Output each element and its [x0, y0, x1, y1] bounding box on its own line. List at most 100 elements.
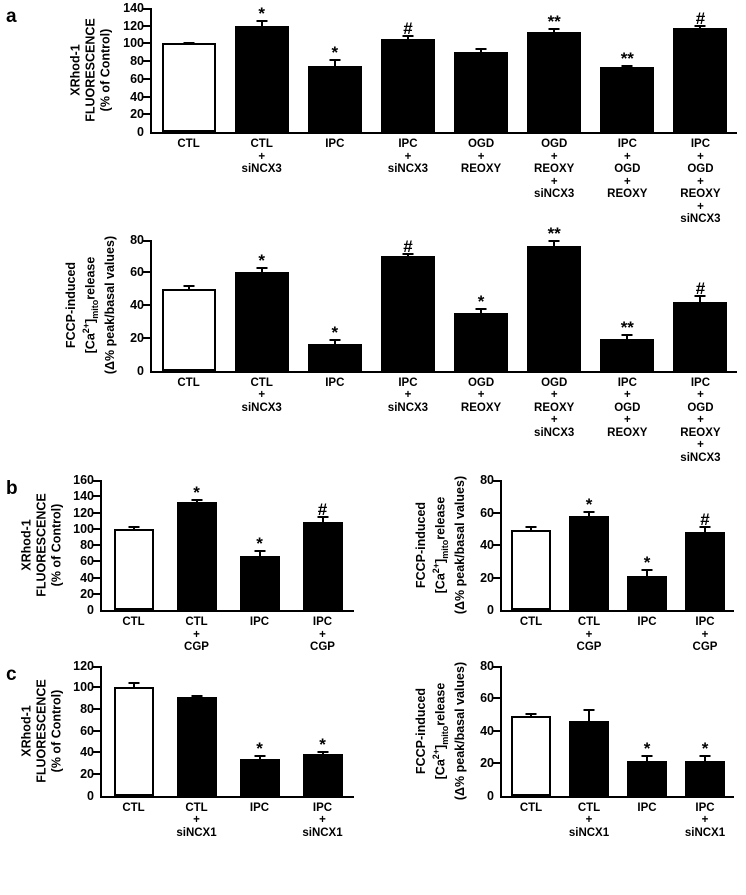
- y-tick-label: 160: [73, 473, 94, 487]
- significance-marker: #: [700, 509, 710, 529]
- error-bar: [315, 515, 331, 523]
- y-tick-label: 120: [73, 658, 94, 673]
- y-tick-mark: [93, 772, 100, 775]
- y-tick-label: 140: [123, 1, 144, 15]
- y-tick-mark: [143, 42, 150, 45]
- x-category-label: IPC + siNCX1: [684, 801, 726, 839]
- x-category-label: CTL + siNCX1: [568, 801, 610, 839]
- y-tick-label: 20: [80, 586, 94, 601]
- bar: [176, 696, 217, 796]
- panel-a: a XRhod-1 FLUORESCENCE (% of Control) 0 20 40…: [0, 1, 746, 465]
- x-category-label: IPC + siNCX3: [387, 376, 429, 414]
- panel-c: c XRhod-1 FLUORESCENCE (% of Control) 0 20 40…: [0, 659, 746, 840]
- bars: * * # * ** ** #: [152, 225, 737, 371]
- chart-fccp-ca-release-c: FCCP-induced [Ca2+]mitorelease (Δ% peak/ba…: [414, 659, 734, 840]
- x-axis-labels: CTL CTL + siNCX1 IPC IPC + siNCX1: [502, 798, 734, 840]
- y-tick-label: 100: [123, 36, 144, 51]
- bar-group: #: [291, 480, 354, 610]
- significance-marker: #: [695, 279, 706, 299]
- y-tick-label: 60: [80, 723, 94, 738]
- y-tick-mark: [143, 95, 150, 98]
- bar: [234, 25, 289, 132]
- bar-group: *: [225, 4, 298, 132]
- y-axis-label: XRhod-1 FLUORESCENCE (% of Control): [68, 18, 113, 122]
- error-bar: [315, 751, 331, 755]
- error-bar: [697, 525, 713, 532]
- bar-group: *: [445, 240, 518, 371]
- bar: [239, 758, 280, 796]
- significance-marker: #: [317, 499, 328, 519]
- y-tick-label: 0: [87, 788, 94, 803]
- bar: [113, 687, 154, 796]
- bar-group: [445, 8, 518, 132]
- y-tick-label: 80: [80, 701, 94, 716]
- y-tick-mark: [493, 697, 500, 699]
- x-axis-labels: CTL CTL + siNCX3 IPC IPC + siNCX3 OGD + REOXY OGD + R…: [152, 373, 737, 465]
- bar-group: #: [664, 240, 737, 371]
- x-category-label: IPC: [325, 376, 345, 389]
- panel-b-charts-row: XRhod-1 FLUORESCENCE (% of Control) 0 20 40 60…: [0, 473, 746, 654]
- bar-group: *: [228, 666, 291, 796]
- panel-b-label: b: [6, 478, 18, 499]
- bar: [569, 720, 609, 796]
- x-category-label: CTL: [177, 376, 200, 389]
- bar: [454, 52, 509, 132]
- panel-c-label: c: [6, 663, 17, 685]
- x-category-label: IPC + OGD + REOXY + siNCX3: [680, 376, 721, 464]
- significance-marker: *: [701, 738, 709, 758]
- significance-marker: *: [585, 494, 593, 514]
- bar: [627, 761, 667, 796]
- error-bar: [400, 252, 416, 256]
- significance-marker: #: [403, 18, 413, 38]
- bar-group: *: [560, 480, 618, 610]
- error-bar: [581, 709, 597, 721]
- y-tick-mark: [143, 304, 150, 306]
- bar-group: #: [371, 8, 444, 132]
- x-category-label: IPC + OGD + REOXY: [607, 138, 648, 200]
- x-category-label: IPC + CGP: [310, 616, 335, 653]
- error-bar: [581, 510, 597, 516]
- bar-group: [102, 666, 165, 796]
- bar: [176, 501, 217, 610]
- y-tick-label: 0: [87, 603, 94, 617]
- y-tick-mark: [493, 511, 500, 514]
- x-category-label: CTL + siNCX3: [241, 138, 282, 175]
- x-category-label: CTL: [519, 801, 543, 814]
- y-tick-mark: [93, 592, 100, 595]
- x-category-label: OGD + REOXY + siNCX3: [534, 138, 575, 200]
- significance-marker: *: [643, 738, 651, 758]
- significance-marker: *: [258, 251, 265, 271]
- bar: [673, 27, 728, 132]
- x-axis-labels: CTL CTL + CGP IPC IPC + CGP: [102, 612, 354, 654]
- bar: [600, 339, 655, 371]
- bar: [302, 522, 343, 610]
- y-tick-mark: [143, 113, 150, 116]
- y-tick-mark: [493, 729, 500, 732]
- x-category-label: CTL + siNCX1: [176, 801, 217, 839]
- error-bar: [473, 47, 489, 53]
- panel-c-charts-row: XRhod-1 FLUORESCENCE (% of Control) 0 20 40 60…: [0, 659, 746, 840]
- y-tick-label: 40: [80, 745, 94, 760]
- error-bar: [126, 681, 142, 688]
- significance-marker: *: [258, 4, 265, 24]
- y-tick-label: 60: [480, 691, 494, 705]
- error-bar: [619, 64, 635, 68]
- error-bar: [252, 549, 268, 556]
- y-axis-label: XRhod-1 FLUORESCENCE (% of Control): [19, 493, 64, 597]
- bar-group: **: [591, 8, 664, 132]
- bars: * *: [502, 666, 734, 796]
- x-category-label: IPC + OGD + REOXY: [607, 376, 648, 439]
- plot-area: * * # * ** ** #: [143, 225, 737, 373]
- error-bar: [252, 755, 268, 759]
- error-bar: [254, 267, 270, 273]
- x-category-label: IPC + CGP: [692, 616, 718, 653]
- y-tick-mark: [143, 60, 150, 63]
- y-tick-mark: [493, 480, 500, 482]
- bars: * * #: [102, 480, 354, 610]
- significance-marker: *: [331, 323, 339, 343]
- y-tick-mark: [93, 560, 100, 563]
- bar: [673, 301, 728, 371]
- plot-area: * *: [93, 665, 354, 798]
- bar: [600, 67, 655, 132]
- chart-fccp-ca-release-b: FCCP-induced [Ca2+]mitorelease (Δ% peak/ba…: [414, 473, 734, 654]
